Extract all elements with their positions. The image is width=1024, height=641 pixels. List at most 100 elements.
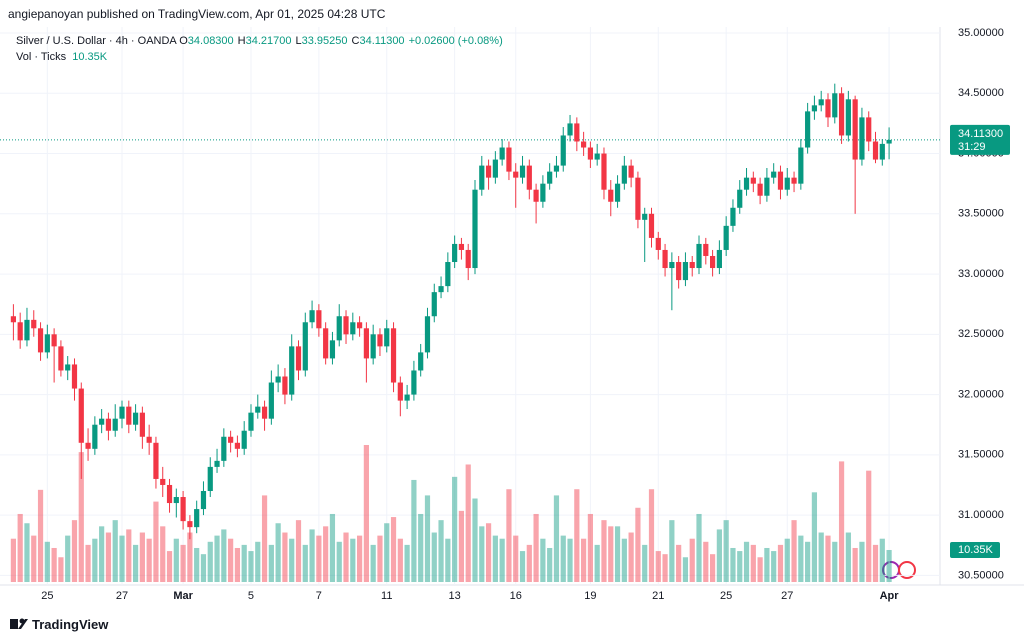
candle-body — [268, 382, 274, 419]
volume-bar — [818, 532, 824, 582]
y-tick-label: 30.50000 — [958, 569, 1004, 581]
candle-body — [445, 262, 451, 287]
volume-bar — [78, 452, 84, 582]
candle-body — [105, 418, 112, 431]
volume-bar — [411, 479, 417, 582]
volume-bar — [866, 470, 872, 582]
volume-bar — [309, 529, 315, 582]
candle-body — [343, 316, 349, 335]
volume-bar — [295, 520, 302, 582]
volume-bar — [343, 532, 349, 582]
volume-bar — [404, 544, 410, 582]
candle-body — [92, 424, 98, 449]
x-tick-label: 7 — [316, 590, 322, 602]
candle-body — [356, 322, 363, 329]
candle-body — [533, 189, 539, 202]
candle-body — [431, 292, 437, 317]
candle-body — [689, 262, 695, 269]
candle-body — [119, 406, 125, 419]
candle-body — [852, 99, 858, 160]
volume-bar — [458, 510, 465, 582]
ohlc-key: O — [179, 35, 188, 47]
candle-body — [132, 412, 139, 425]
candle-body — [540, 183, 546, 202]
volume-bar — [282, 532, 288, 582]
candle-body — [384, 328, 390, 347]
volume-bar — [221, 529, 227, 582]
volume-bar — [485, 523, 492, 582]
volume-bar — [506, 489, 512, 582]
volume-bar — [445, 538, 451, 582]
volume-bar — [513, 535, 519, 582]
candle-body — [160, 478, 166, 485]
candle-body — [126, 406, 132, 425]
candle-body — [669, 262, 675, 269]
candle-body — [601, 153, 607, 190]
candle-body — [78, 388, 84, 443]
volume-bar — [750, 544, 756, 582]
volume-value: 10.35K — [72, 51, 108, 63]
volume-bar — [716, 529, 722, 582]
candle-body — [99, 418, 105, 425]
volume-bar — [791, 520, 797, 582]
y-tick-label: 32.00000 — [958, 388, 1004, 400]
candle-body — [757, 183, 763, 196]
candle-body — [696, 243, 702, 269]
volume-bar — [316, 535, 322, 582]
candle-body — [492, 159, 498, 178]
candle-body — [295, 346, 302, 371]
candle-body — [723, 225, 729, 250]
volume-bar — [764, 547, 770, 582]
candle-body — [716, 249, 722, 269]
volume-bar — [832, 541, 838, 582]
volume-bar — [587, 513, 594, 582]
candle-body — [370, 334, 376, 359]
volume-bar — [180, 544, 186, 582]
ohlc-key: L — [295, 35, 302, 47]
candle-body — [255, 406, 261, 413]
volume-bar — [424, 495, 431, 582]
volume-bar — [465, 464, 471, 582]
candle-body — [614, 183, 621, 202]
volume-bar — [146, 538, 152, 582]
candle-body — [458, 243, 465, 250]
volume-bar — [723, 520, 729, 582]
volume-bar — [166, 551, 173, 582]
candle-body — [51, 334, 57, 347]
candle-body — [784, 177, 790, 190]
candle-body — [309, 310, 315, 323]
candle-body — [411, 370, 417, 395]
candle-body — [241, 430, 247, 449]
candle-body — [58, 346, 64, 371]
candle-body — [825, 99, 831, 118]
x-tick-label: 13 — [449, 590, 461, 602]
y-tick-label: 35.00000 — [958, 27, 1004, 39]
candle-body — [65, 364, 71, 371]
volume-bar — [302, 544, 308, 582]
x-tick-label: Mar — [173, 590, 193, 602]
candle-body — [261, 406, 268, 419]
volume-bar — [234, 547, 241, 582]
volume-bar — [479, 526, 485, 582]
candle-body — [832, 93, 838, 118]
volume-bar — [261, 495, 268, 582]
volume-bar — [17, 513, 23, 582]
candle-body — [418, 352, 424, 371]
x-tick-label: 5 — [248, 590, 254, 602]
candle-body — [207, 466, 213, 491]
volume-bar — [519, 551, 526, 582]
volume-bar — [743, 541, 750, 582]
candle-body — [805, 111, 811, 148]
volume-bar — [438, 520, 444, 582]
candle-body — [472, 189, 478, 269]
volume-bar — [397, 538, 403, 582]
candle-body — [153, 442, 159, 479]
icons — [882, 561, 916, 579]
volume-bar — [336, 541, 342, 582]
ohlc-value: 34.21700 — [245, 35, 292, 47]
candle-body — [289, 346, 295, 395]
candle-body — [648, 213, 655, 238]
candle-body — [275, 376, 281, 383]
x-tick-label: 25 — [41, 590, 53, 602]
volume-bar — [71, 520, 78, 582]
